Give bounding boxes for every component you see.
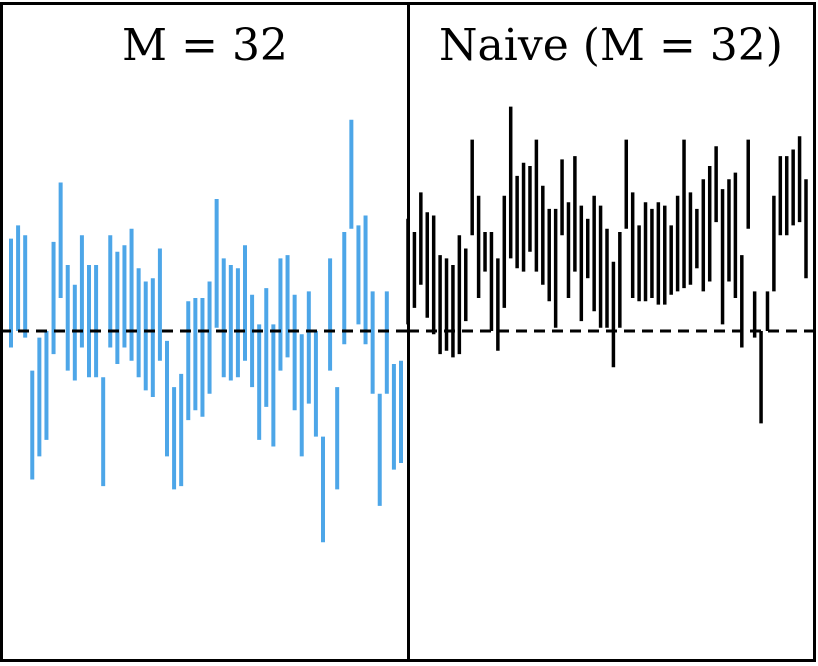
panel-left: M = 32 [0,2,410,662]
right-panel-title: Naive (M = 32) [439,20,783,71]
right-interval-bars [406,106,808,424]
left-panel-title: M = 32 [122,20,288,71]
panel-right: Naive (M = 32) [406,2,818,662]
left-interval-bars [9,119,403,543]
